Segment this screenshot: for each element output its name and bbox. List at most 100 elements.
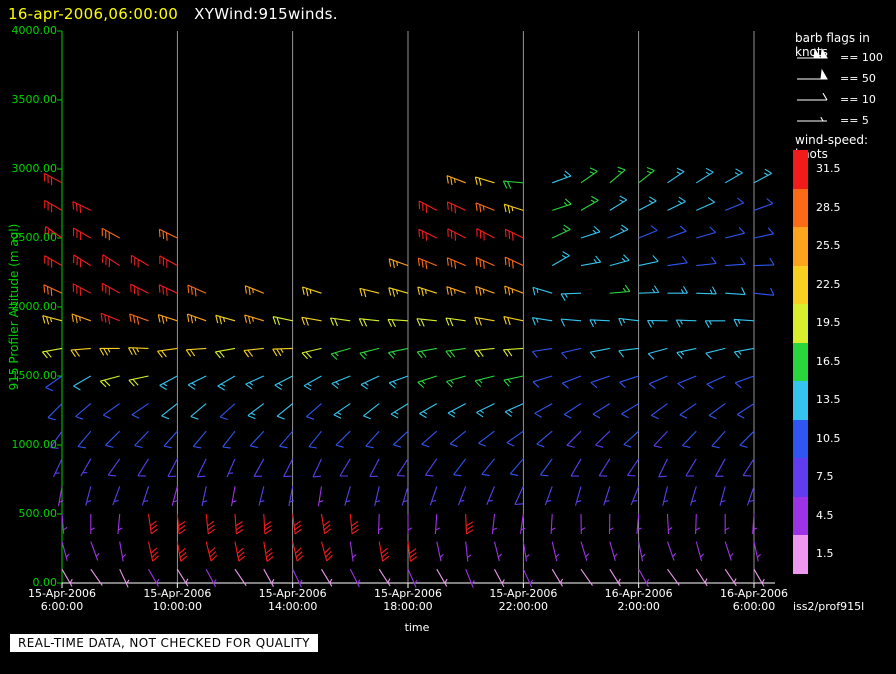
wind-barb xyxy=(666,513,673,535)
wind-barb xyxy=(653,430,668,449)
wind-barb xyxy=(589,347,610,359)
wind-barb xyxy=(107,458,121,477)
wind-barb xyxy=(187,284,207,297)
wind-barb xyxy=(475,285,495,296)
wind-barb xyxy=(61,513,68,534)
wind-barb xyxy=(387,318,409,328)
y-tick-label: 1500.00 xyxy=(11,369,58,382)
wind-barb xyxy=(648,375,668,390)
wind-barb xyxy=(99,347,120,356)
wind-barb xyxy=(563,403,582,419)
wind-barb xyxy=(272,347,293,357)
wind-barb xyxy=(387,347,409,359)
wind-barb xyxy=(475,202,495,213)
wind-barb xyxy=(667,256,688,267)
wind-barb xyxy=(363,403,380,420)
wind-barb xyxy=(90,568,103,586)
wind-barb xyxy=(72,283,92,296)
wind-barb xyxy=(753,287,775,296)
wind-barb xyxy=(344,486,351,506)
colorbar-band xyxy=(793,227,808,266)
wind-barb xyxy=(157,347,178,358)
wind-barb xyxy=(551,224,571,239)
wind-barb xyxy=(603,486,611,506)
wind-barb xyxy=(303,375,322,391)
wind-barb xyxy=(312,458,322,478)
wind-barb xyxy=(161,403,178,420)
wind-barb xyxy=(742,458,755,477)
wind-barb xyxy=(407,541,418,562)
wind-barb xyxy=(61,568,73,587)
wind-barb xyxy=(598,458,611,477)
wind-barb xyxy=(447,403,466,418)
wind-barb xyxy=(130,283,149,296)
wind-barb xyxy=(752,513,758,535)
wind-barb xyxy=(45,375,63,392)
wind-barb xyxy=(561,347,582,360)
wind-barb xyxy=(504,285,524,296)
wind-barb xyxy=(396,458,409,477)
wind-barb xyxy=(99,375,120,388)
wind-barb xyxy=(70,347,91,358)
wind-barb xyxy=(506,430,524,447)
wind-barb xyxy=(609,224,629,239)
wind-barb xyxy=(580,541,590,561)
wind-barb xyxy=(696,167,714,184)
wind-barb xyxy=(445,317,466,327)
wind-barb xyxy=(609,284,631,294)
wind-barb xyxy=(638,568,650,587)
colorbar-label: 16.5 xyxy=(816,354,841,368)
wind-barb xyxy=(446,175,466,186)
wind-barb xyxy=(329,317,351,327)
wind-barb xyxy=(589,319,610,328)
wind-barb xyxy=(230,486,237,507)
colorbar-label: 31.5 xyxy=(816,162,841,175)
wind-barb xyxy=(102,403,121,419)
wind-barb xyxy=(42,315,63,325)
y-tick-label: 3000.00 xyxy=(11,162,58,175)
colorbar-band xyxy=(793,304,808,343)
wind-barb xyxy=(797,47,828,59)
wind-barb xyxy=(715,458,726,477)
wind-barb xyxy=(667,225,687,239)
wind-barb xyxy=(190,403,207,420)
wind-barb xyxy=(638,541,646,562)
wind-barb xyxy=(561,375,582,389)
wind-barb xyxy=(636,513,642,534)
wind-barb xyxy=(75,403,92,420)
wind-barb xyxy=(274,375,293,390)
wind-barb xyxy=(349,541,357,562)
wind-barb xyxy=(424,458,438,477)
wind-barb xyxy=(708,403,726,420)
title-datetime: 16-apr-2006,06:00:00 xyxy=(8,5,179,23)
wind-barb xyxy=(608,513,614,535)
wind-barb xyxy=(215,314,236,325)
wind-barb xyxy=(465,568,475,588)
legend-barb-label: == 50 xyxy=(840,72,876,85)
wind-barb xyxy=(134,430,149,449)
wind-barb xyxy=(365,430,380,449)
wind-barb xyxy=(676,347,697,359)
wind-barb xyxy=(50,430,63,449)
wind-barb xyxy=(630,486,640,506)
colorbar-band xyxy=(793,496,808,536)
wind-barb xyxy=(566,430,582,448)
x-tick-label: 15-Apr-2006 10:00:00 xyxy=(143,587,212,613)
wind-barb xyxy=(531,317,553,326)
wind-barb xyxy=(176,568,189,587)
wind-barb xyxy=(609,195,628,211)
wind-barb xyxy=(167,458,178,478)
wind-barb xyxy=(638,255,659,267)
wind-barb xyxy=(418,228,438,241)
wind-barb xyxy=(72,227,92,240)
wind-barb xyxy=(618,317,639,327)
quality-banner: REAL-TIME DATA, NOT CHECKED FOR QUALITY xyxy=(10,634,318,652)
wind-barb xyxy=(609,541,618,561)
wind-barb xyxy=(73,254,92,268)
wind-barb xyxy=(446,286,466,297)
wind-barb xyxy=(105,430,121,448)
wind-barb xyxy=(417,286,437,297)
wind-barb xyxy=(711,430,726,449)
wind-barb xyxy=(263,568,275,587)
